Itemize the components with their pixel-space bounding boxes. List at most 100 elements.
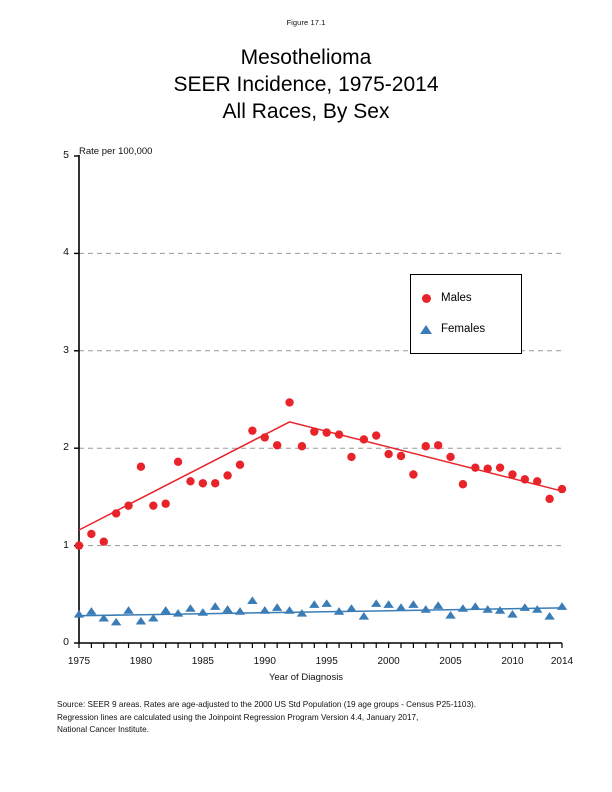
data-point-females: [470, 602, 481, 610]
title-line-1: Mesothelioma: [240, 46, 372, 69]
data-point-males: [149, 501, 158, 510]
regression-line-males: [78, 421, 563, 531]
title-line-2: SEER Incidence, 1975-2014: [173, 73, 439, 96]
data-point-males: [248, 426, 257, 435]
data-point-females: [333, 607, 345, 615]
y-tick-label: 4: [63, 246, 69, 259]
data-point-males: [347, 452, 356, 462]
data-point-males: [74, 541, 84, 550]
data-point-females: [110, 617, 122, 626]
data-point-males: [433, 441, 443, 450]
y-tick-label: 2: [63, 441, 69, 454]
data-point-females: [172, 609, 184, 617]
data-point-females: [98, 613, 109, 622]
data-point-females: [296, 609, 308, 617]
x-tick-label: 1995: [315, 656, 338, 667]
data-point-females: [222, 605, 233, 613]
data-point-females: [309, 600, 320, 608]
y-axis-label: Rate per 100,000: [79, 146, 153, 157]
data-point-females: [507, 610, 518, 618]
data-point-males: [359, 435, 369, 444]
data-point-females: [321, 599, 332, 607]
data-point-males: [272, 441, 282, 450]
data-point-males: [173, 457, 183, 467]
data-point-females: [395, 603, 407, 611]
data-point-males: [111, 509, 121, 518]
data-point-males: [533, 477, 542, 486]
data-point-females: [259, 606, 270, 614]
females-marker-icon: [411, 324, 441, 334]
data-point-females: [160, 606, 171, 614]
data-point-females: [271, 603, 283, 611]
data-point-males: [446, 452, 455, 462]
chart-legend: Males Females: [410, 274, 522, 354]
x-tick-label: 2005: [439, 656, 462, 667]
data-point-females: [86, 607, 97, 615]
data-point-males: [87, 529, 96, 539]
data-point-females: [408, 600, 419, 608]
data-point-females: [284, 606, 295, 614]
data-point-males: [520, 475, 530, 484]
data-point-females: [420, 605, 431, 613]
data-point-males: [322, 428, 331, 437]
data-point-females: [383, 600, 394, 608]
data-point-males: [260, 433, 269, 442]
title-line-3: All Races, By Sex: [222, 100, 390, 123]
data-point-females: [519, 603, 531, 611]
data-point-males: [297, 442, 307, 451]
y-tick-label: 5: [63, 149, 69, 161]
data-point-males: [396, 451, 406, 461]
data-point-females: [371, 599, 382, 607]
source-note: Source: SEER 9 areas. Rates are age-adju…: [57, 699, 577, 737]
data-point-females: [123, 606, 134, 614]
data-point-females: [148, 613, 159, 622]
data-point-males: [545, 494, 554, 504]
data-point-males: [421, 442, 430, 451]
data-point-females: [197, 608, 209, 616]
regression-line-females: [78, 607, 563, 617]
data-point-males: [124, 501, 133, 510]
y-tick-label: 3: [63, 343, 69, 356]
data-point-males: [458, 480, 468, 489]
data-point-females: [358, 611, 370, 620]
data-point-females: [346, 604, 357, 612]
data-point-females: [247, 596, 258, 605]
data-point-females: [544, 611, 555, 620]
x-tick-label: 2000: [377, 656, 400, 667]
source-line-3: National Cancer Institute.: [57, 725, 149, 735]
data-point-females: [73, 610, 85, 618]
legend-item-males: Males: [411, 288, 521, 308]
data-point-males: [186, 477, 195, 486]
data-point-males: [483, 464, 492, 473]
data-point-females: [185, 604, 196, 612]
y-tick-label: 0: [63, 636, 69, 648]
data-point-males: [495, 463, 505, 472]
data-point-females: [445, 611, 456, 619]
data-point-males: [409, 470, 418, 479]
data-point-males: [471, 463, 480, 472]
data-point-males: [384, 449, 393, 459]
data-point-females: [457, 604, 469, 612]
data-point-males: [508, 470, 517, 479]
data-point-females: [234, 607, 246, 615]
x-tick-label: 1990: [253, 656, 276, 667]
source-line-1: Source: SEER 9 areas. Rates are age-adju…: [57, 700, 477, 709]
data-point-males: [99, 537, 108, 546]
data-point-females: [532, 605, 543, 613]
data-point-males: [235, 460, 245, 469]
data-point-males: [557, 484, 567, 494]
data-point-males: [372, 431, 381, 440]
data-point-males: [285, 398, 294, 407]
x-tick-label: 1975: [67, 656, 91, 667]
data-point-females: [432, 601, 444, 609]
page-title: Mesothelioma SEER Incidence, 1975-2014 A…: [0, 44, 612, 125]
males-marker-icon: [411, 293, 441, 303]
data-point-males: [198, 479, 208, 488]
figure-number: Figure 17.1: [286, 18, 326, 27]
y-tick-label: 1: [63, 538, 69, 551]
data-point-males: [334, 430, 344, 439]
x-tick-label: 1980: [129, 656, 153, 667]
x-tick-label: 1985: [191, 656, 214, 667]
